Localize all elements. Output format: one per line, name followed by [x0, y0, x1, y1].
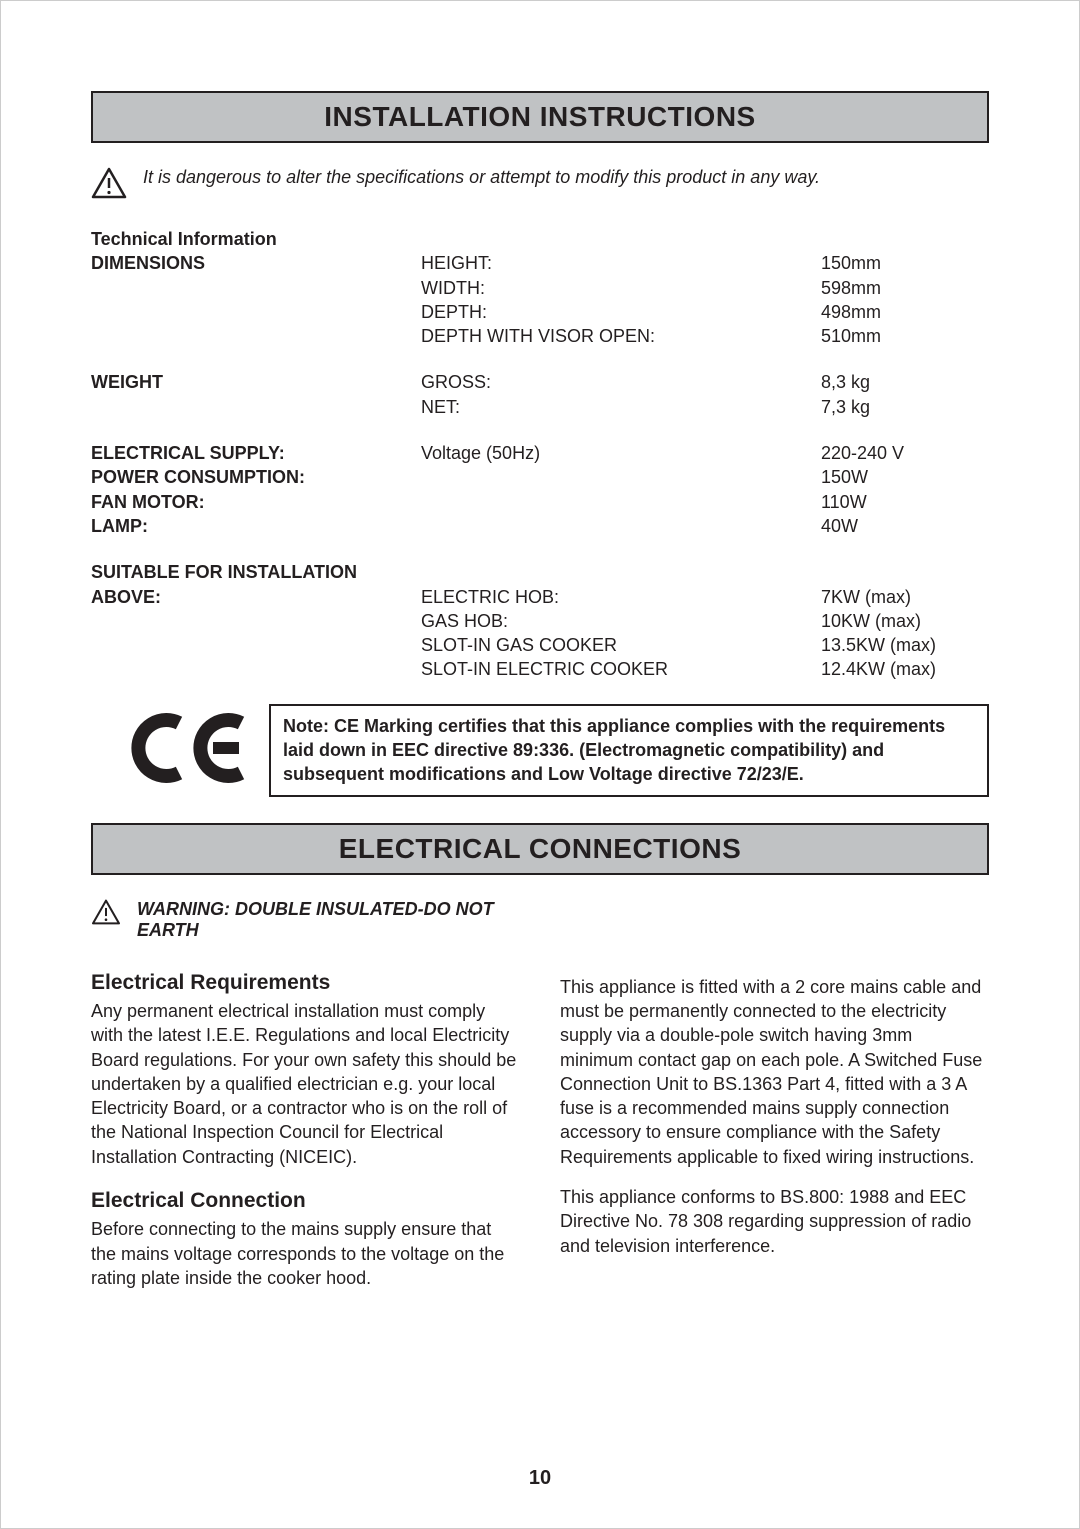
- warning-triangle-icon: [91, 899, 121, 925]
- spec-val: 150mm: [821, 251, 989, 275]
- spec-mid: NET:: [421, 395, 821, 419]
- above-label: ABOVE:: [91, 585, 421, 609]
- ce-note-box: Note: CE Marking certifies that this app…: [269, 704, 989, 797]
- spec-mid: DEPTH:: [421, 300, 821, 324]
- spec-val: 150W: [821, 465, 989, 489]
- suitable-label: SUITABLE FOR INSTALLATION: [91, 560, 421, 584]
- page: INSTALLATION INSTRUCTIONS It is dangerou…: [0, 0, 1080, 1529]
- right-column: This appliance is fitted with a 2 core m…: [560, 951, 989, 1307]
- spec-label: POWER CONSUMPTION:: [91, 465, 421, 489]
- electrical-requirements-heading: Electrical Requirements: [91, 969, 520, 997]
- weight-block: WEIGHT GROSS: 8,3 kg NET: 7,3 kg: [91, 370, 989, 419]
- spec-val: 8,3 kg: [821, 370, 989, 394]
- installation-header: INSTALLATION INSTRUCTIONS: [91, 91, 989, 143]
- electrical-requirements-body: Any permanent electrical installation mu…: [91, 999, 520, 1169]
- spec-mid: Voltage (50Hz): [421, 441, 821, 465]
- spec-val: 498mm: [821, 300, 989, 324]
- body-columns: Electrical Requirements Any permanent el…: [91, 951, 989, 1307]
- spec-label: ELECTRICAL SUPPLY:: [91, 441, 421, 465]
- electrical-block: ELECTRICAL SUPPLY: Voltage (50Hz) 220-24…: [91, 441, 989, 538]
- warning-text-2: WARNING: DOUBLE INSULATED-DO NOT EARTH: [137, 899, 557, 941]
- weight-label: WEIGHT: [91, 370, 421, 394]
- spec-val: 10KW (max): [821, 609, 989, 633]
- spec-mid: GROSS:: [421, 370, 821, 394]
- electrical-connections-header: ELECTRICAL CONNECTIONS: [91, 823, 989, 875]
- warning-text-1: It is dangerous to alter the specificati…: [143, 167, 820, 188]
- ce-row: Note: CE Marking certifies that this app…: [91, 704, 989, 797]
- dimensions-label: DIMENSIONS: [91, 251, 421, 275]
- spec-mid: GAS HOB:: [421, 609, 821, 633]
- spec-mid: WIDTH:: [421, 276, 821, 300]
- spec-val: 220-240 V: [821, 441, 989, 465]
- right-col-p1: This appliance is fitted with a 2 core m…: [560, 975, 989, 1169]
- dimensions-block: DIMENSIONS HEIGHT: 150mm WIDTH: 598mm DE…: [91, 251, 989, 348]
- spec-val: 40W: [821, 514, 989, 538]
- tech-heading: Technical Information: [91, 227, 989, 251]
- electrical-connection-heading: Electrical Connection: [91, 1187, 520, 1215]
- warning-row-1: It is dangerous to alter the specificati…: [91, 167, 989, 199]
- warning-triangle-icon: [91, 167, 127, 199]
- ce-mark-icon: [91, 713, 251, 788]
- spec-val: 7,3 kg: [821, 395, 989, 419]
- spec-mid: SLOT-IN ELECTRIC COOKER: [421, 657, 821, 681]
- spec-val: 110W: [821, 490, 989, 514]
- page-number: 10: [1, 1467, 1079, 1490]
- electrical-connection-body: Before connecting to the mains supply en…: [91, 1217, 520, 1290]
- tech-heading-block: Technical Information: [91, 227, 989, 251]
- spec-label: LAMP:: [91, 514, 421, 538]
- right-col-p2: This appliance conforms to BS.800: 1988 …: [560, 1185, 989, 1258]
- spec-val: 7KW (max): [821, 585, 989, 609]
- spec-val: 510mm: [821, 324, 989, 348]
- spec-val: 598mm: [821, 276, 989, 300]
- spec-mid: HEIGHT:: [421, 251, 821, 275]
- spec-mid: SLOT-IN GAS COOKER: [421, 633, 821, 657]
- spec-val: 12.4KW (max): [821, 657, 989, 681]
- left-column: Electrical Requirements Any permanent el…: [91, 951, 520, 1307]
- warning-row-2: WARNING: DOUBLE INSULATED-DO NOT EARTH: [91, 899, 989, 941]
- installation-above-block: SUITABLE FOR INSTALLATION ABOVE: ELECTRI…: [91, 560, 989, 681]
- spec-mid: ELECTRIC HOB:: [421, 585, 821, 609]
- spec-label: FAN MOTOR:: [91, 490, 421, 514]
- spec-val: 13.5KW (max): [821, 633, 989, 657]
- spec-mid: DEPTH WITH VISOR OPEN:: [421, 324, 821, 348]
